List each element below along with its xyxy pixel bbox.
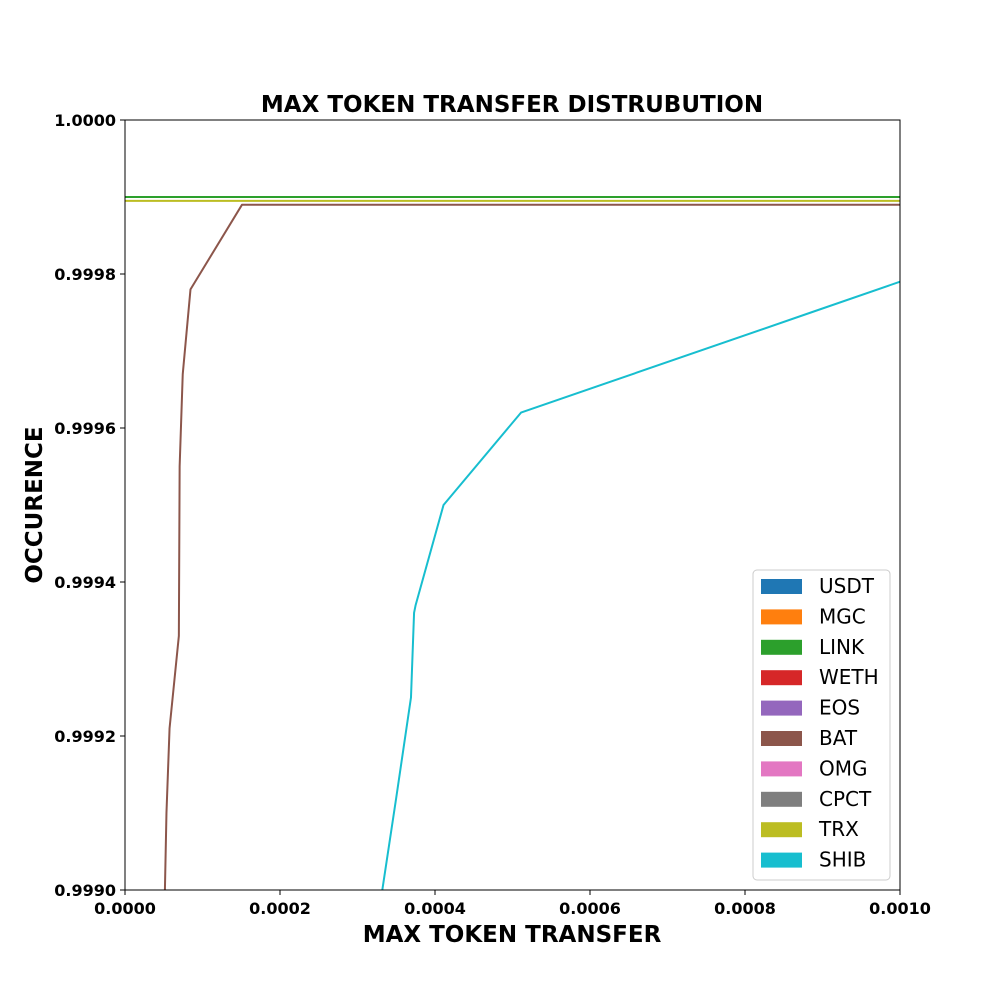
series-line-bat xyxy=(163,203,900,890)
legend-swatch-link xyxy=(761,639,802,655)
legend-label-bat: BAT xyxy=(819,726,858,750)
legend-label-link: LINK xyxy=(819,635,865,659)
y-tick-label: 1.0000 xyxy=(54,111,116,130)
y-tick-label: 0.9992 xyxy=(54,727,116,746)
legend-label-mgc: MGC xyxy=(819,604,866,628)
x-tick-label: 0.0006 xyxy=(559,899,621,918)
legend-swatch-cpct xyxy=(761,791,802,807)
legend-swatch-eos xyxy=(761,700,802,716)
legend-swatch-omg xyxy=(761,761,802,777)
legend-swatch-weth xyxy=(761,670,802,686)
legend-label-eos: EOS xyxy=(819,696,860,720)
legend-swatch-trx xyxy=(761,822,802,838)
legend-label-cpct: CPCT xyxy=(819,787,872,811)
x-tick-label: 0.0004 xyxy=(404,899,466,918)
y-tick-label: 0.9998 xyxy=(54,265,116,284)
legend-label-weth: WETH xyxy=(819,665,879,689)
x-axis-label: MAX TOKEN TRANSFER xyxy=(363,922,662,948)
x-tick-label: 0.0010 xyxy=(869,899,931,918)
plot-frame xyxy=(124,119,901,891)
series-layer xyxy=(125,196,900,890)
legend-label-shib: SHIB xyxy=(819,848,866,872)
legend-label-trx: TRX xyxy=(818,817,859,841)
y-tick-label: 0.9996 xyxy=(54,419,116,438)
x-tick-label: 0.0008 xyxy=(714,899,776,918)
x-axis: 0.0000 0.0002 0.0004 0.0006 0.0008 0.0010 xyxy=(94,890,931,918)
series-line-shib xyxy=(381,280,900,890)
legend: USDT MGC LINK WETH EOS BAT OMG CPCT TRX SHIB xyxy=(752,569,891,881)
legend-swatch-bat xyxy=(761,731,802,746)
legend-swatch-shib xyxy=(761,852,802,868)
legend-swatch-usdt xyxy=(761,579,802,594)
y-tick-label: 0.9994 xyxy=(54,573,116,592)
y-axis: 0.9990 0.9992 0.9994 0.9996 0.9998 1.0000 xyxy=(54,111,125,900)
x-tick-label: 0.0002 xyxy=(249,899,311,918)
chart-title: MAX TOKEN TRANSFER DISTRUBUTION xyxy=(261,92,763,118)
legend-label-omg: OMG xyxy=(819,756,868,780)
y-axis-label: OCCURENCE xyxy=(22,426,48,583)
y-tick-label: 0.9990 xyxy=(54,881,116,900)
legend-label-usdt: USDT xyxy=(819,574,875,598)
legend-swatch-mgc xyxy=(761,609,802,625)
x-tick-label: 0.0000 xyxy=(94,899,156,918)
